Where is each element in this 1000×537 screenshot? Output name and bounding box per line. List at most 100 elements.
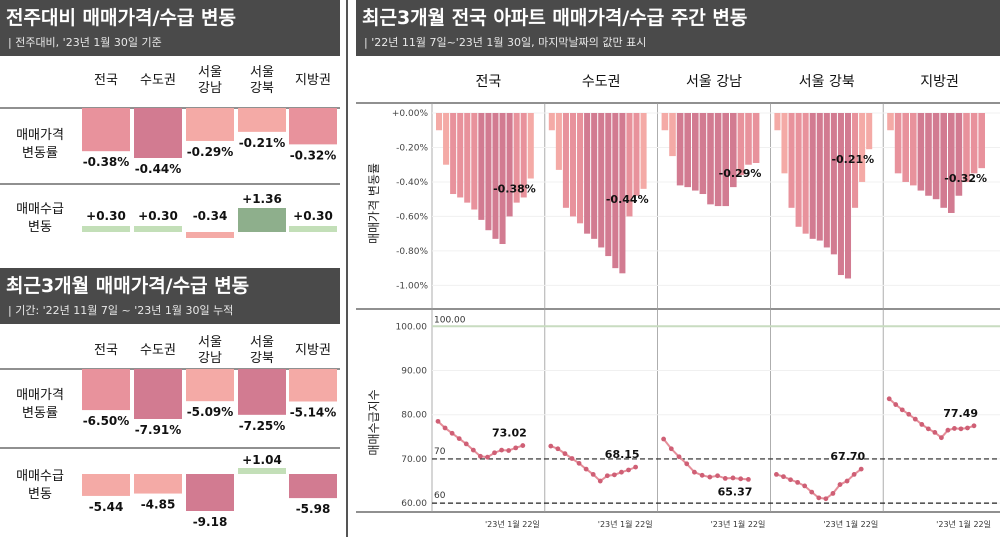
- supply-tick: 100.00: [396, 322, 428, 332]
- price-value-4: -0.32%: [290, 148, 337, 162]
- price-bar: [816, 113, 823, 241]
- price-bar: [730, 113, 737, 188]
- supply-point: [668, 446, 674, 452]
- price-bar: [714, 113, 722, 207]
- row-label-price: 매매가격 변동률: [16, 388, 64, 421]
- price-value-1: -0.44%: [135, 162, 182, 176]
- price-bar: [774, 113, 781, 131]
- price-bar: [569, 113, 577, 217]
- supply-point: [562, 451, 568, 457]
- x-tick-label: '23년 1월 22일: [598, 519, 653, 529]
- supply-point: [604, 473, 610, 479]
- supply-point: [965, 425, 970, 431]
- price-bar-2: [186, 369, 234, 402]
- reference-label-70: 70: [434, 447, 446, 457]
- supply-axis-title: 매매수급지수: [367, 389, 381, 455]
- supply-bar-1: [134, 226, 182, 232]
- price-value-3: -7.25%: [239, 419, 286, 433]
- supply-bar-3: [238, 468, 286, 474]
- panel-divider: [346, 0, 348, 537]
- supply-point: [816, 495, 822, 501]
- price-bar: [955, 113, 963, 196]
- price-bar: [640, 113, 647, 189]
- price-bar-2: [186, 108, 234, 141]
- supply-point: [442, 425, 448, 431]
- price-bar-4: [289, 108, 337, 145]
- price-bar: [626, 113, 633, 217]
- price-bar: [478, 113, 485, 220]
- price-last-label: -0.32%: [944, 172, 987, 185]
- region-label-2: 서울 강남: [198, 335, 222, 366]
- supply-point: [569, 456, 575, 461]
- price-tick: -0.40%: [396, 178, 428, 188]
- price-bar-0: [82, 369, 130, 411]
- reference-label-100: 100.00: [434, 315, 466, 325]
- price-last-label: -0.44%: [606, 193, 649, 206]
- price-bar: [619, 113, 626, 274]
- supply-point: [699, 472, 705, 478]
- price-bar: [830, 113, 837, 255]
- weekly-trend-chart: 전국 수도권 서울 강남 서울 강북 지방권 +0.00% -0.20% -0.40% -0.6…: [356, 74, 1000, 529]
- supply-point: [661, 436, 666, 442]
- row-label-supply: 매매수급 변동: [16, 469, 64, 502]
- supply-value-0: +0.30: [86, 209, 126, 223]
- row-label-price: 매매가격 변동률: [16, 128, 64, 161]
- supply-tick: 80.00: [401, 411, 427, 421]
- region-label-2: 서울 강남: [198, 65, 222, 96]
- trend-region-label-4: 지방권: [920, 74, 959, 90]
- supply-bar-2: [186, 474, 234, 511]
- supply-point: [456, 436, 462, 441]
- price-bar: [852, 113, 859, 208]
- region-label-3: 서울 강북: [250, 335, 274, 366]
- price-bar: [612, 113, 619, 269]
- price-bar: [471, 113, 478, 210]
- supply-bar-3: [238, 208, 286, 232]
- supply-point: [633, 464, 638, 470]
- supply-tick: 70.00: [401, 455, 427, 465]
- supply-last-label: 77.49: [943, 407, 978, 420]
- supply-value-4: -5.98: [296, 502, 331, 516]
- price-bar: [684, 113, 691, 188]
- price-bar: [464, 113, 471, 203]
- supply-bar-4: [289, 474, 337, 499]
- weekly-header: 전주대비 매매가격/수급 변동 | 전주대비, '23년 1월 30일 기준: [0, 0, 340, 56]
- price-bar: [562, 113, 569, 208]
- weekly-title: 전주대비 매매가격/수급 변동: [6, 7, 236, 29]
- price-bar: [925, 113, 932, 196]
- price-bar: [527, 113, 534, 179]
- price-bar: [633, 113, 640, 196]
- supply-point: [597, 478, 603, 484]
- supply-point: [774, 472, 779, 477]
- price-bar: [499, 113, 506, 245]
- price-bar: [492, 113, 499, 239]
- supply-point: [612, 472, 617, 478]
- supply-last-label: 73.02: [492, 427, 527, 440]
- supply-value-3: +1.04: [242, 453, 282, 467]
- price-last-label: -0.29%: [719, 167, 762, 180]
- supply-point: [707, 474, 713, 480]
- supply-point: [463, 441, 469, 447]
- supply-point: [619, 469, 624, 475]
- supply-point: [485, 454, 490, 460]
- price-bar: [506, 113, 513, 217]
- price-bar: [443, 113, 450, 165]
- price-bar: [894, 113, 902, 174]
- price-bar: [513, 113, 520, 203]
- supply-bar-4: [289, 226, 337, 232]
- supply-point: [492, 450, 497, 456]
- price-bar: [661, 113, 669, 131]
- price-bar-3: [238, 108, 286, 132]
- row-label-supply: 매매수급 변동: [16, 202, 64, 235]
- supply-value-3: +1.36: [242, 192, 282, 206]
- price-bar: [605, 113, 612, 257]
- price-tick: +0.00%: [392, 109, 429, 119]
- price-bar: [948, 113, 955, 213]
- supply-value-2: -0.34: [193, 209, 228, 223]
- supply-point: [952, 426, 957, 431]
- supply-point: [555, 446, 561, 452]
- price-bar: [887, 113, 894, 131]
- supply-point: [830, 491, 836, 496]
- supply-point: [576, 460, 582, 466]
